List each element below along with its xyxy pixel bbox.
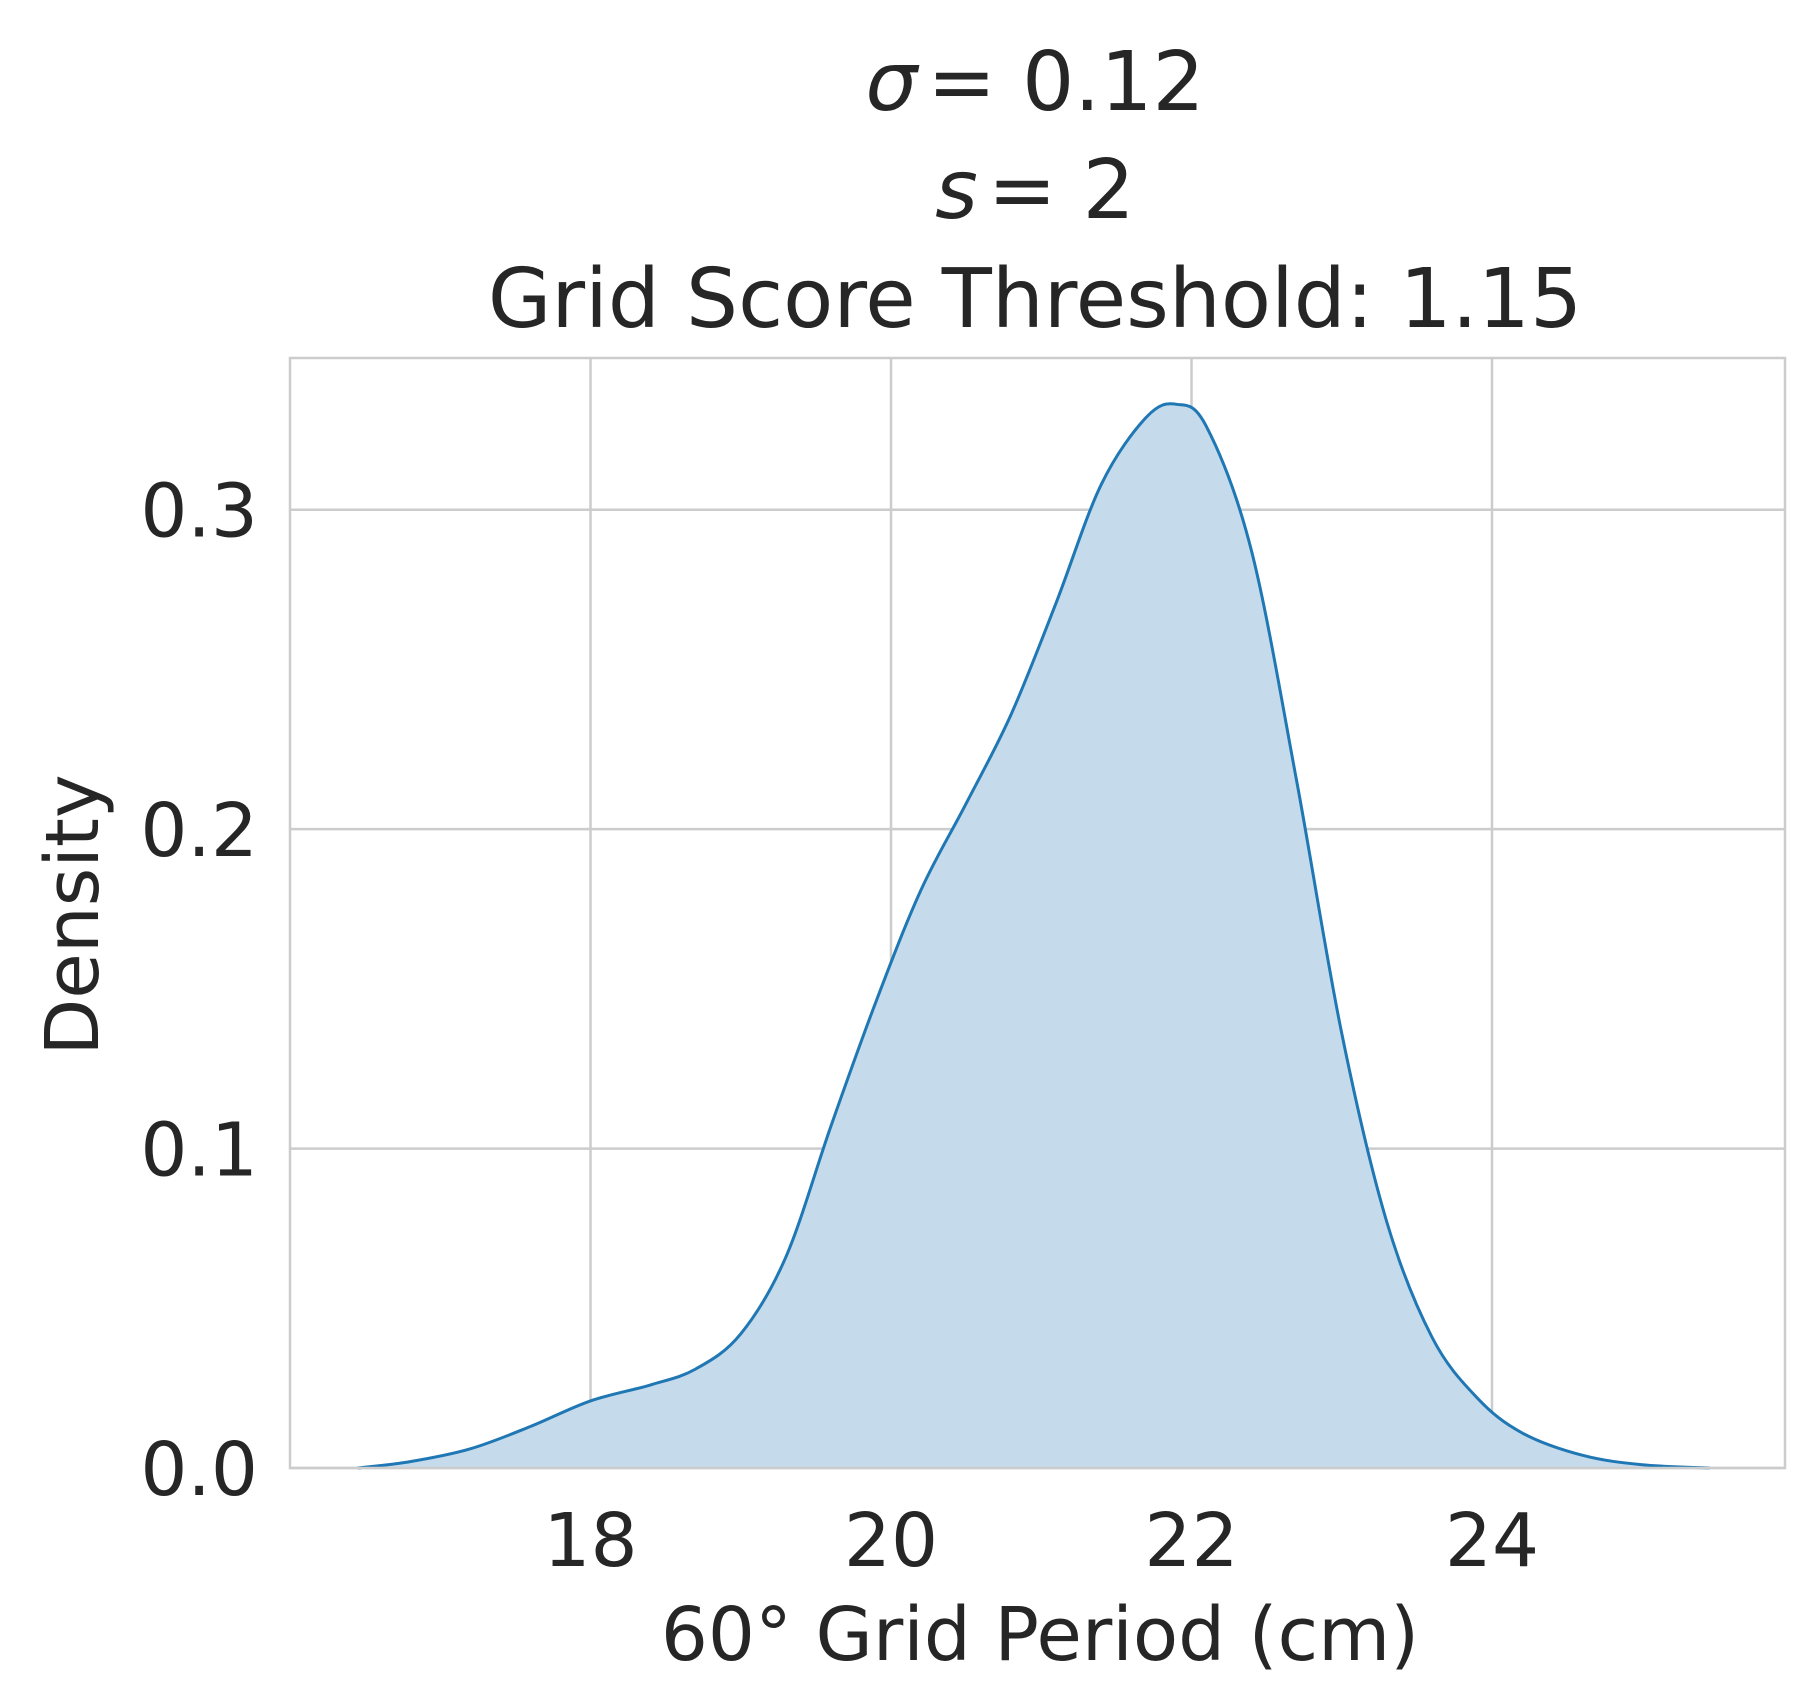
plot-frame	[288, 356, 1787, 1470]
title-line-1: σ = 0.12	[865, 35, 1204, 130]
x-tick-label: 20	[844, 1498, 938, 1584]
x-tick-label: 24	[1445, 1498, 1539, 1584]
title-line-3: Grid Score Threshold: 1.15	[488, 252, 1582, 347]
y-axis-label: Density	[30, 774, 116, 1055]
y-tick-label: 0.3	[140, 469, 258, 555]
density-area-fill	[357, 403, 1710, 1469]
x-tick-labels: 18 20 22 24	[543, 1498, 1539, 1584]
x-tick-label: 22	[1144, 1498, 1238, 1584]
area-layer	[357, 402, 1710, 1470]
y-tick-label: 0.2	[140, 788, 258, 874]
title-line-2: s = 2	[935, 143, 1135, 238]
y-tick-label: 0.0	[140, 1427, 258, 1513]
y-tick-label: 0.1	[140, 1108, 258, 1194]
y-tick-labels: 0.0 0.1 0.2 0.3	[140, 469, 258, 1513]
density-curve	[357, 402, 1710, 1470]
x-tick-label: 18	[543, 1498, 637, 1584]
x-axis-label: 60° Grid Period (cm)	[661, 1592, 1419, 1678]
